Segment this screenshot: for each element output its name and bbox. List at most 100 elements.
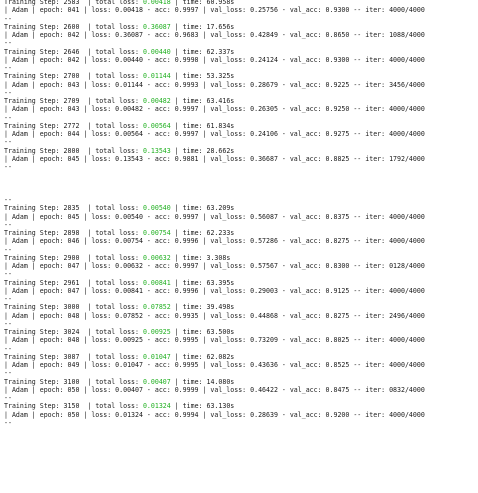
- time-label: | time:: [170, 97, 207, 105]
- time-label: | time:: [170, 72, 207, 81]
- time-value: 63.130s: [206, 402, 235, 411]
- step-label: Training Step: 2709: [4, 97, 88, 105]
- step-line: Training Step: 3150 | total loss: 0.0132…: [4, 402, 478, 410]
- separator-line: --: [4, 14, 12, 23]
- step-label: Training Step: 2900: [4, 253, 88, 262]
- time-label: | time:: [170, 229, 207, 237]
- time-label: | time:: [170, 47, 207, 56]
- time-label: | time:: [170, 253, 207, 262]
- total-loss-value: 0.36087: [142, 22, 171, 31]
- terminal-output: Training Step: 2583 | total loss: 0.0041…: [4, 0, 478, 427]
- step-line: Training Step: 2800 | total loss: 0.1354…: [4, 147, 478, 155]
- time-value: 63.209s: [206, 204, 235, 213]
- time-label: | time:: [170, 328, 207, 336]
- epoch-detail-line: | Adam | epoch: 047 | loss: 0.00632 - ac…: [4, 262, 425, 270]
- time-value: 17.656s: [206, 22, 235, 31]
- total-loss-label: | total loss:: [87, 377, 143, 386]
- epoch-detail-line: | Adam | epoch: 044 | loss: 0.00564 - ac…: [4, 130, 425, 138]
- total-loss-label: | total loss:: [87, 204, 143, 213]
- step-line: Training Step: 3024 | total loss: 0.0092…: [4, 328, 478, 336]
- total-loss-label: | total loss:: [87, 0, 143, 6]
- total-loss-label: | total loss:: [87, 97, 143, 105]
- separator-line: --: [4, 270, 12, 279]
- time-value: 63.416s: [206, 97, 235, 105]
- total-loss-value: 0.00407: [142, 377, 171, 386]
- total-loss-value: 0.13543: [142, 146, 171, 155]
- time-value: 39.498s: [206, 303, 235, 312]
- step-label: Training Step: 3000: [4, 303, 88, 312]
- blank-line: [4, 180, 478, 188]
- separator-line: --: [4, 138, 12, 147]
- total-loss-value: 0.00482: [142, 97, 171, 105]
- time-label: | time:: [170, 22, 207, 31]
- total-loss-label: | total loss:: [87, 402, 143, 411]
- total-loss-value: 0.00925: [142, 328, 171, 336]
- time-label: | time:: [170, 146, 207, 155]
- total-loss-label: | total loss:: [87, 352, 143, 361]
- separator-line: --: [4, 369, 12, 378]
- epoch-detail-line: | Adam | epoch: 050 | loss: 0.00407 - ac…: [4, 385, 425, 394]
- time-label: | time:: [170, 278, 207, 287]
- time-label: | time:: [170, 352, 207, 361]
- step-label: Training Step: 2700: [4, 72, 88, 81]
- time-label: | time:: [170, 303, 207, 312]
- epoch-detail-line: | Adam | epoch: 045 | loss: 0.13543 - ac…: [4, 154, 425, 163]
- total-loss-label: | total loss:: [87, 22, 143, 31]
- epoch-detail-line: | Adam | epoch: 043 | loss: 0.01144 - ac…: [4, 80, 425, 89]
- time-value: 62.337s: [206, 47, 235, 56]
- step-line: Training Step: 2772 | total loss: 0.0056…: [4, 122, 478, 130]
- time-value: 63.395s: [206, 278, 235, 287]
- separator-line: --: [4, 394, 12, 402]
- total-loss-label: | total loss:: [87, 72, 143, 81]
- total-loss-value: 0.00564: [142, 121, 171, 130]
- step-label: Training Step: 2961: [4, 278, 88, 287]
- step-line: Training Step: 2709 | total loss: 0.0048…: [4, 97, 478, 105]
- time-value: 3.308s: [206, 253, 231, 262]
- epoch-detail-line: | Adam | epoch: 049 | loss: 0.01047 - ac…: [4, 361, 425, 369]
- total-loss-value: 0.07852: [142, 303, 171, 312]
- total-loss-value: 0.00440: [142, 47, 171, 56]
- time-label: | time:: [170, 402, 207, 411]
- time-value: 28.662s: [206, 146, 235, 155]
- total-loss-value: 0.01047: [142, 352, 171, 361]
- blank-line: [4, 171, 478, 179]
- separator-line: --: [4, 418, 12, 427]
- step-label: Training Step: 3150: [4, 402, 88, 411]
- epoch-detail-line: | Adam | epoch: 043 | loss: 0.00482 - ac…: [4, 105, 425, 114]
- step-label: Training Step: 2898: [4, 229, 88, 237]
- total-loss-label: | total loss:: [87, 47, 143, 56]
- total-loss-value: 0.00540: [142, 204, 171, 213]
- step-label: Training Step: 3100: [4, 377, 88, 386]
- step-line: Training Step: 3000 | total loss: 0.0785…: [4, 303, 478, 311]
- epoch-detail-line: | Adam | epoch: 042 | loss: 0.00440 - ac…: [4, 55, 425, 64]
- step-label: Training Step: 2772: [4, 121, 88, 130]
- separator-line: --: [4, 344, 12, 353]
- step-label: Training Step: 3087: [4, 352, 88, 361]
- total-loss-value: 0.00418: [142, 0, 171, 6]
- step-line: Training Step: 3100 | total loss: 0.0040…: [4, 378, 478, 386]
- total-loss-value: 0.00754: [142, 229, 171, 237]
- epoch-detail-line: | Adam | epoch: 042 | loss: 0.36087 - ac…: [4, 31, 425, 39]
- step-line: Training Step: 2898 | total loss: 0.0075…: [4, 229, 478, 237]
- step-line: Training Step: 2600 | total loss: 0.3608…: [4, 23, 478, 31]
- time-value: 62.082s: [206, 352, 235, 361]
- time-value: 63.500s: [206, 328, 235, 336]
- total-loss-label: | total loss:: [87, 278, 143, 287]
- step-line: Training Step: 2646 | total loss: 0.0044…: [4, 48, 478, 56]
- separator-line: --: [4, 220, 12, 229]
- time-value: 53.325s: [206, 72, 235, 81]
- epoch-detail-line: | Adam | epoch: 047 | loss: 0.00841 - ac…: [4, 286, 425, 295]
- step-label: Training Step: 2583: [4, 0, 88, 6]
- total-loss-value: 0.01144: [142, 72, 171, 81]
- separator-line: --: [4, 245, 12, 254]
- epoch-detail-line: | Adam | epoch: 048 | loss: 0.07852 - ac…: [4, 311, 425, 320]
- epoch-detail-line: | Adam | epoch: 041 | loss: 0.00418 - ac…: [4, 6, 425, 15]
- separator-line: --: [4, 88, 12, 97]
- step-label: Training Step: 2646: [4, 47, 88, 56]
- time-label: | time:: [170, 121, 207, 130]
- separator-line: --: [4, 64, 12, 72]
- total-loss-label: | total loss:: [87, 229, 143, 237]
- total-loss-label: | total loss:: [87, 121, 143, 130]
- total-loss-value: 0.00841: [142, 278, 171, 287]
- epoch-detail-line: | Adam | epoch: 048 | loss: 0.00925 - ac…: [4, 336, 425, 345]
